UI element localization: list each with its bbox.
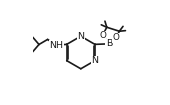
Text: N: N — [91, 56, 98, 65]
Text: NH: NH — [49, 41, 63, 50]
Text: O: O — [113, 33, 120, 42]
Text: N: N — [77, 32, 84, 41]
Text: O: O — [99, 31, 106, 40]
Text: B: B — [106, 39, 112, 48]
